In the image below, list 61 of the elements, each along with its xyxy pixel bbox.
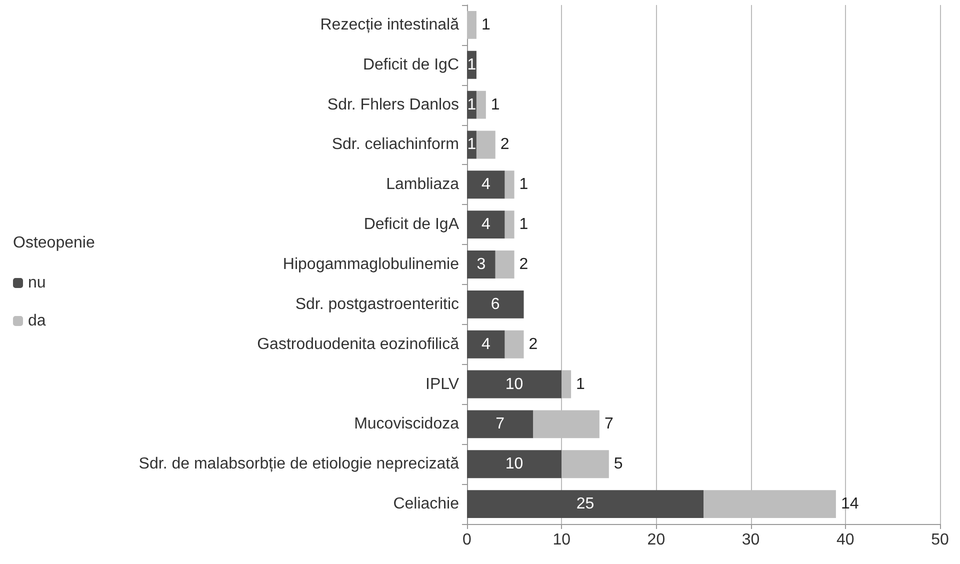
data-label: 1 [576, 376, 586, 393]
data-label: 10 [505, 456, 524, 473]
bar [476, 130, 496, 159]
data-label: 7 [496, 416, 505, 433]
bar [476, 90, 486, 119]
bar [467, 170, 505, 199]
data-label: 1 [467, 56, 476, 74]
bar [467, 330, 505, 358]
x-tick-label: 30 [742, 532, 760, 548]
data-label: 1 [481, 16, 490, 34]
bar [495, 250, 514, 278]
bar [467, 10, 476, 39]
y-tick-label: Rezecție intestinală [320, 16, 460, 34]
bar [504, 330, 524, 358]
bar [467, 370, 562, 398]
legend-label: da [28, 312, 46, 330]
data-label: 6 [490, 296, 500, 313]
x-tick-label: 40 [836, 532, 854, 548]
x-tick-label: 50 [931, 532, 949, 548]
y-tick-label: Hipogammaglobulinemie [282, 256, 460, 273]
bar [467, 290, 524, 318]
data-label: 4 [481, 336, 490, 353]
x-tick-label: 10 [552, 532, 571, 548]
data-label: 4 [481, 176, 490, 194]
y-tick-label: Sdr. Fhlers Danlos [327, 96, 459, 114]
data-label: 1 [519, 176, 528, 194]
y-tick-label: Deficit de IgA [364, 216, 460, 234]
bar [467, 490, 704, 518]
y-tick-label: Sdr. de malabsorbție de etiologie neprecizată [138, 456, 460, 473]
bar [467, 250, 496, 278]
data-label: 10 [505, 376, 524, 393]
data-label: 1 [467, 96, 476, 114]
y-tick-label: Celiachie [393, 496, 460, 513]
data-label: 25 [576, 496, 594, 513]
y-tick-label: Deficit de IgC [362, 56, 459, 74]
data-label: 1 [519, 216, 528, 234]
y-tick-label: Gastroduodenita eozinofilică [257, 336, 460, 353]
data-label: 3 [476, 256, 486, 273]
y-tick-label: Mucoviscidoza [354, 416, 460, 433]
y-tick-label: Lambliaza [386, 176, 460, 194]
bar [467, 410, 534, 438]
data-label: 1 [490, 96, 500, 114]
x-tick-label: 0 [462, 532, 472, 548]
data-label: 5 [614, 456, 623, 473]
x-tick-label: 20 [647, 532, 666, 548]
bar [504, 210, 514, 239]
data-label: 1 [467, 136, 476, 154]
bar [504, 170, 514, 199]
data-label: 2 [528, 336, 538, 353]
data-label: 2 [500, 136, 510, 154]
legend-label: nu [28, 274, 46, 292]
y-tick-label: IPLV [426, 376, 460, 393]
bar [467, 210, 505, 239]
data-label: 4 [481, 216, 490, 234]
y-tick-label: Sdr. celiachinform [332, 136, 459, 154]
legend-title: Osteopenie [13, 234, 95, 252]
bar [467, 450, 562, 478]
data-label: 14 [840, 496, 859, 513]
y-tick-label: Sdr. postgastroenteritic [295, 296, 459, 313]
data-label: 7 [604, 416, 614, 433]
data-label: 2 [519, 256, 528, 273]
